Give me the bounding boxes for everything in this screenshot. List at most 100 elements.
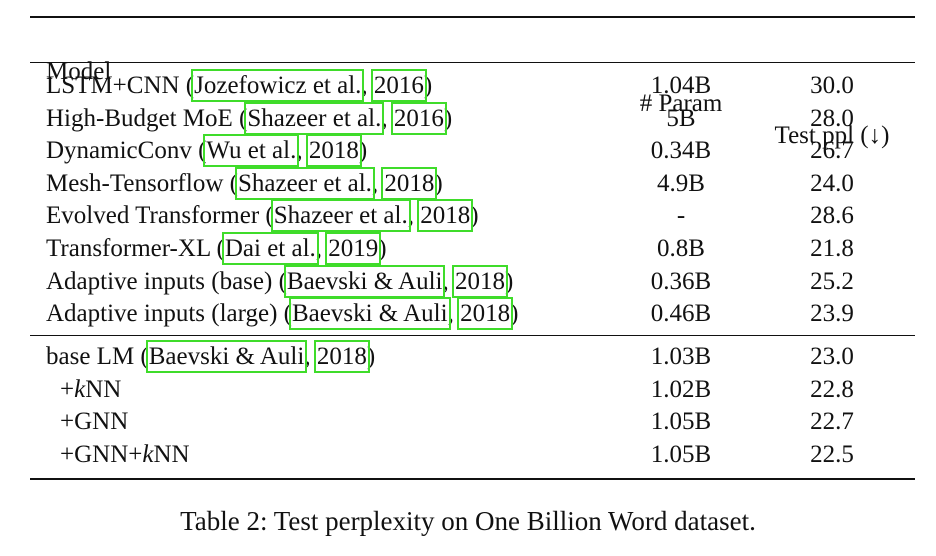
param-cell: 1.03B: [650, 343, 712, 370]
param-cell: 1.02B: [650, 375, 712, 403]
model-text: ): [510, 300, 519, 328]
table-row: base LM (Baevski & Auli, 2018) 1.03B 23.0: [0, 340, 936, 373]
citation: Wu et al.: [203, 134, 300, 168]
table-row: Adaptive inputs (large) (Baevski & Auli,…: [0, 297, 936, 331]
citation: Shazeer et al.: [244, 101, 385, 135]
param-cell: 1.05B: [650, 440, 712, 468]
citation: 2018: [451, 264, 508, 298]
citation: Baevski & Auli: [145, 340, 308, 373]
ppl-cell: 22.8: [810, 375, 854, 403]
table-row: Evolved Transformer (Shazeer et al., 201…: [0, 199, 936, 233]
citation: Baevski & Auli: [289, 297, 451, 331]
model-text: ,: [315, 235, 329, 262]
ppl-cell: 28.6: [810, 202, 854, 230]
citation: Shazeer et al.: [234, 166, 375, 200]
model-text: ): [358, 137, 368, 165]
caption: Table 2: Test perplexity on One Billion …: [180, 506, 756, 536]
model-text: ): [470, 202, 479, 230]
param-cell: 4.9B: [657, 169, 705, 197]
model-cell: Adaptive inputs (base) (Baevski & Auli, …: [46, 264, 514, 298]
ppl-cell: 22.5: [810, 440, 854, 468]
ppl-cell: 28.0: [810, 104, 854, 132]
table-row: DynamicConv (Wu et al., 2018) 0.34B 26.7: [0, 134, 936, 168]
ppl-cell: 21.8: [810, 235, 854, 262]
header-params: # Param: [639, 90, 723, 117]
model-cell: +GNN+kNN: [60, 439, 190, 471]
ppl-cell: 23.0: [810, 343, 854, 370]
model-text: Adaptive inputs (base) (: [46, 267, 287, 295]
model-text: ,: [361, 72, 374, 99]
ppl-cell: 22.7: [810, 408, 854, 436]
model-text: Transformer-XL (: [46, 235, 225, 262]
param-cell: 5B: [666, 104, 696, 132]
model-cell: LSTM+CNN (Jozefowicz et al., 2016): [46, 69, 432, 102]
model-cell: Mesh-Tensorflow (Shazeer et al., 2018): [46, 166, 443, 200]
model-cell: High-Budget MoE (Shazeer et al., 2016): [46, 101, 453, 135]
citation: 2019: [325, 232, 382, 265]
model-text: +GNN+: [60, 440, 143, 468]
table-row: High-Budget MoE (Shazeer et al., 2016) 5B…: [0, 101, 936, 135]
header-ppl: Test ppl (↓): [774, 122, 890, 149]
citation: 2018: [305, 134, 362, 168]
model-text: LSTM+CNN (: [46, 72, 195, 99]
citation: 2018: [381, 166, 438, 200]
model-cell: base LM (Baevski & Auli, 2018): [46, 340, 376, 373]
model-text: ,: [442, 267, 455, 295]
citation: 2018: [417, 199, 474, 233]
model-text: ,: [371, 169, 385, 197]
model-cell: +GNN: [60, 406, 128, 438]
header-row: Model # Param Test ppl (↓): [0, 24, 936, 149]
model-text: ): [366, 343, 376, 370]
citation: 2018: [313, 340, 370, 373]
ppl-cell: 30.0: [810, 72, 854, 99]
param-cell: -: [676, 202, 686, 230]
model-text: base LM (: [46, 343, 149, 370]
model-cell: Evolved Transformer (Shazeer et al., 201…: [46, 199, 479, 233]
model-text: ): [443, 104, 453, 132]
param-cell: 0.34B: [650, 137, 712, 165]
model-text: ,: [407, 202, 421, 230]
table-row: Mesh-Tensorflow (Shazeer et al., 2018) 4.…: [0, 166, 936, 200]
table-row: +GNN+kNN 1.05B 22.5: [0, 439, 936, 471]
model-text: +GNN: [60, 408, 129, 436]
citation: Baevski & Auli: [283, 264, 446, 298]
model-text: NN: [153, 440, 190, 468]
param-cell: 0.46B: [650, 300, 712, 328]
ppl-cell: 23.9: [810, 300, 854, 328]
bottom-rule: [30, 478, 915, 480]
model-text: Adaptive inputs (large) (: [46, 300, 292, 328]
top-rule: [30, 16, 915, 18]
model-text: ,: [381, 104, 394, 132]
model-text: +: [60, 375, 75, 403]
citation: 2018: [457, 297, 514, 331]
citation: 2016: [390, 101, 447, 135]
table-row: +kNN 1.02B 22.8: [0, 374, 936, 406]
ppl-cell: 26.7: [810, 137, 854, 165]
model-text: ,: [304, 343, 317, 370]
table-row: Transformer-XL (Dai et al., 2019) 0.8B 21.…: [0, 232, 936, 265]
citation: Shazeer et al.: [270, 199, 411, 233]
model-text: DynamicConv (: [46, 137, 207, 165]
model-text: ): [504, 267, 514, 295]
model-cell: +kNN: [60, 374, 121, 406]
model-text: NN: [85, 375, 122, 403]
model-text: ,: [296, 137, 309, 165]
model-cell: Adaptive inputs (large) (Baevski & Auli,…: [46, 297, 519, 331]
group-rule: [30, 335, 915, 336]
model-text: k: [142, 440, 154, 468]
citation: Dai et al.: [221, 232, 319, 265]
param-cell: 1.04B: [650, 72, 712, 99]
citation: 2016: [370, 69, 427, 102]
model-text: High-Budget MoE (: [46, 104, 248, 132]
model-text: ,: [447, 300, 461, 328]
citation: Jozefowicz et al.: [191, 69, 365, 102]
model-cell: Transformer-XL (Dai et al., 2019): [46, 232, 387, 265]
table-row: +GNN 1.05B 22.7: [0, 406, 936, 438]
ppl-cell: 24.0: [810, 169, 854, 197]
table-row: LSTM+CNN (Jozefowicz et al., 2016) 1.04B 3…: [0, 69, 936, 102]
model-text: Mesh-Tensorflow (: [46, 169, 238, 197]
model-text: ): [378, 235, 387, 262]
model-text: ): [434, 169, 443, 197]
ppl-cell: 25.2: [810, 267, 854, 295]
